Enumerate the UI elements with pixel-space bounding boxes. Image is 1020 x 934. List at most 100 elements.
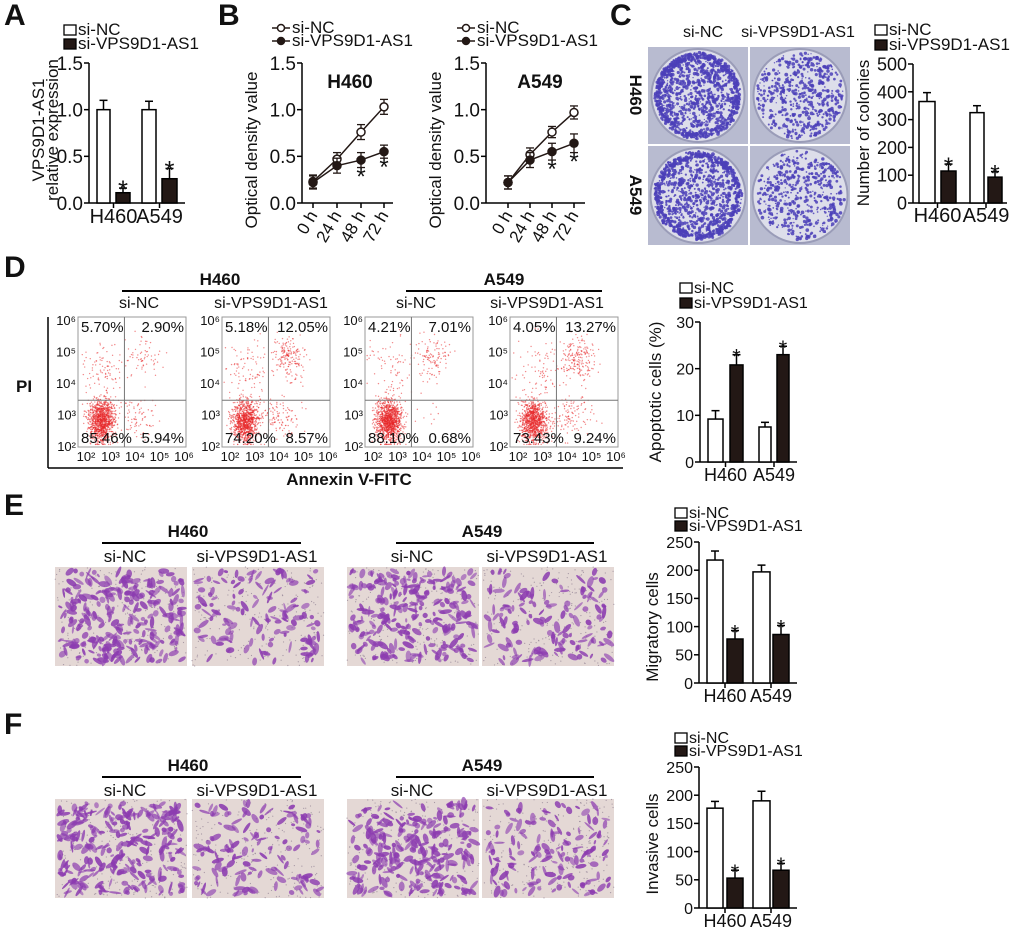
colony-dot <box>816 65 818 68</box>
colony-dot <box>690 55 693 58</box>
colony-dot <box>727 96 730 98</box>
flow-dot <box>98 395 101 397</box>
colony-dot <box>796 105 801 110</box>
colony-dot <box>716 164 720 167</box>
flow-dot <box>111 410 113 413</box>
colony-dot <box>695 115 698 118</box>
colony-dot <box>701 56 705 60</box>
colony-dot <box>680 72 682 75</box>
colony-dot <box>826 69 830 73</box>
flow-dot <box>92 403 94 405</box>
colony-dot <box>663 182 666 185</box>
colony-dot <box>673 225 677 229</box>
colony-dot <box>786 62 791 67</box>
colony-dot <box>662 209 664 211</box>
colony-dot <box>809 191 812 194</box>
colony-dot <box>828 107 832 112</box>
colony-dot <box>797 174 800 177</box>
colony-dot <box>687 80 692 85</box>
colony-dot <box>698 60 700 62</box>
colony-dot <box>836 101 840 104</box>
y-tick-label: 1.5 <box>270 54 296 75</box>
colony-dot <box>677 221 682 226</box>
flow-dot <box>104 424 107 426</box>
colony-dot <box>678 190 680 192</box>
colony-dot <box>812 108 814 111</box>
colony-dot <box>697 187 701 191</box>
colony-dot <box>667 108 672 113</box>
flow-dot <box>152 414 154 417</box>
colony-dot <box>830 114 833 117</box>
colony-dot <box>701 64 705 68</box>
bar-a549-si-nc <box>141 108 157 204</box>
colony-dot <box>702 153 705 156</box>
colony-dot <box>677 126 680 129</box>
colony-dot <box>699 154 703 158</box>
colony-dot <box>773 77 776 80</box>
legend-marker-icon <box>276 36 286 46</box>
colony-dot <box>709 168 712 171</box>
colony-dot <box>682 114 685 117</box>
colony-dot <box>767 208 772 212</box>
colony-dot <box>708 207 711 210</box>
colony-dot <box>816 102 819 104</box>
colony-dot <box>674 130 678 135</box>
colony-dot <box>708 109 712 113</box>
colony-dot <box>759 89 763 92</box>
flow-dot <box>97 420 99 422</box>
bar-h460-si-nc <box>707 418 724 463</box>
colony-dot <box>684 190 688 195</box>
colony-dot <box>665 195 667 198</box>
colony-dot <box>722 116 725 119</box>
y-axis-label: relative expression <box>43 59 62 201</box>
significance-star: * <box>944 153 954 180</box>
y-tick-label: 0.0 <box>57 194 83 215</box>
colony-dot <box>737 204 739 206</box>
colony-dot <box>791 57 796 61</box>
flow-dot <box>102 418 104 420</box>
colony-dot <box>803 91 806 95</box>
colony-dot <box>763 210 767 214</box>
colony-dot <box>830 192 832 195</box>
colony-dot <box>715 204 717 207</box>
colony-dot <box>809 129 812 132</box>
colony-dot <box>688 156 692 159</box>
colony-dot <box>817 219 820 222</box>
colony-dot <box>818 132 822 135</box>
colony-dot <box>692 107 696 110</box>
flow-dot <box>101 419 104 421</box>
flow-dot <box>103 414 105 417</box>
colony-dot <box>807 71 809 73</box>
colony-dot <box>780 96 783 99</box>
colony-dot <box>690 207 693 210</box>
colony-dot <box>669 167 671 169</box>
colony-dot <box>704 55 708 60</box>
flow-dot <box>108 411 110 413</box>
colony-dot <box>674 204 677 207</box>
colony-dot <box>837 215 841 219</box>
data-point <box>356 127 366 137</box>
flow-dot <box>98 402 101 404</box>
colony-dot <box>793 65 796 68</box>
colony-dot <box>724 79 727 82</box>
colony-dot <box>766 98 769 101</box>
colony-dot <box>708 73 712 78</box>
colony-dot <box>673 158 676 161</box>
colony-dot <box>815 58 817 61</box>
colony-dot <box>701 102 704 106</box>
colony-dot <box>666 89 669 92</box>
colony-dot <box>717 124 719 127</box>
y-tick-label: 100 <box>666 844 693 861</box>
colony-dot <box>793 221 795 224</box>
colony-dot <box>699 233 703 237</box>
colony-dot <box>817 222 819 224</box>
colony-dot <box>784 200 786 202</box>
x-tick-label: 72 h <box>359 208 392 246</box>
colony-dot <box>697 133 700 136</box>
colony-dot <box>699 123 703 127</box>
colony-dot <box>720 67 724 72</box>
colony-dot <box>705 237 707 239</box>
colony-dot <box>670 182 674 186</box>
colony-dot <box>733 171 736 175</box>
colony-dot <box>677 171 681 175</box>
